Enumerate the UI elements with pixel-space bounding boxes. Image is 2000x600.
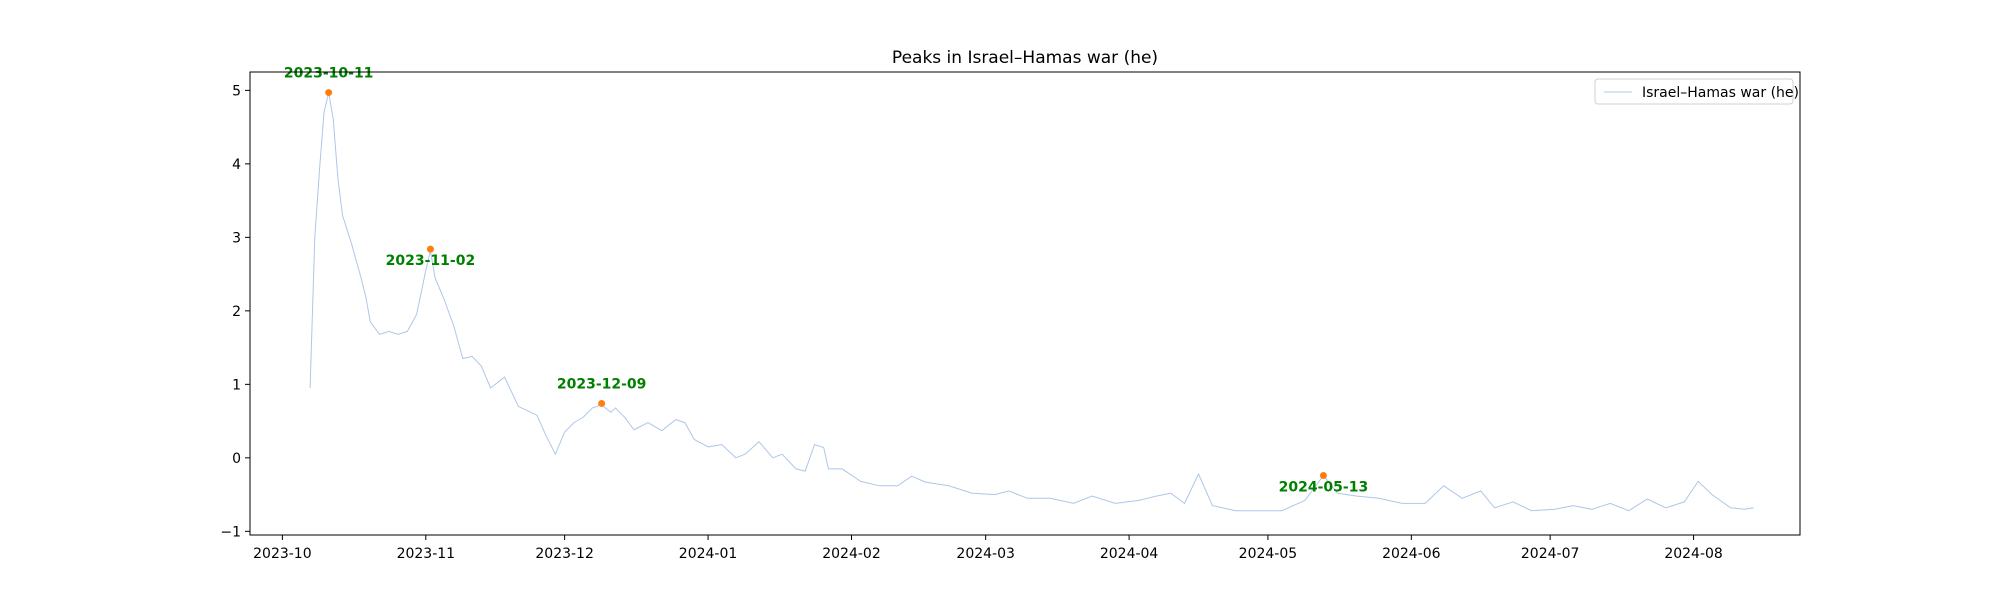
y-tick-label-4: 3 [232, 230, 241, 246]
peak-marker-2 [598, 399, 606, 407]
peak-label-3: 2024-05-13 [1279, 479, 1369, 495]
peak-label-0: 2023-10-11 [284, 66, 374, 82]
plot-frame [249, 71, 1801, 536]
legend: Israel–Hamas war (he) [1594, 78, 1799, 105]
series-line-0 [309, 92, 1754, 512]
y-tick-label-0: −1 [220, 524, 241, 540]
peak-marker-3 [1319, 471, 1327, 479]
peak-label-2: 2023-12-09 [557, 376, 647, 392]
peak-label-1: 2023-11-02 [386, 253, 476, 269]
series-layer [309, 92, 1754, 512]
peaks-layer: 2023-10-11 2023-11-02 2023-12-09 2024-05-13 [284, 66, 1368, 496]
x-tick-label-9: 2024-07 [1521, 546, 1580, 562]
x-tick-label-6: 2024-04 [1100, 546, 1159, 562]
peak-marker-0 [325, 89, 333, 97]
y-tick-label-2: 1 [232, 377, 241, 393]
x-tick-label-3: 2024-01 [679, 546, 738, 562]
x-tick-label-5: 2024-03 [956, 546, 1015, 562]
y-tick-label-5: 4 [232, 157, 241, 173]
chart-title: Peaks in Israel–Hamas war (he) [892, 48, 1158, 68]
x-tick-label-1: 2023-11 [397, 546, 456, 562]
x-tick-label-7: 2024-05 [1239, 546, 1298, 562]
y-tick-label-3: 2 [232, 304, 241, 320]
x-axis: 2023-10 2023-11 2023-12 2024-01 2024-02 2024-… [253, 535, 1723, 562]
x-tick-label-4: 2024-02 [822, 546, 881, 562]
legend-box [1594, 78, 1794, 105]
y-axis: −1 0 1 2 3 4 5 [220, 83, 250, 540]
x-tick-label-2: 2023-12 [535, 546, 594, 562]
x-tick-label-0: 2023-10 [253, 546, 312, 562]
y-tick-label-6: 5 [232, 83, 241, 99]
legend-entry-label: Israel–Hamas war (he) [1642, 85, 1799, 101]
x-tick-label-8: 2024-06 [1382, 546, 1441, 562]
y-tick-label-1: 0 [232, 451, 241, 467]
x-tick-label-10: 2024-08 [1664, 546, 1723, 562]
peak-marker-1 [426, 245, 434, 253]
